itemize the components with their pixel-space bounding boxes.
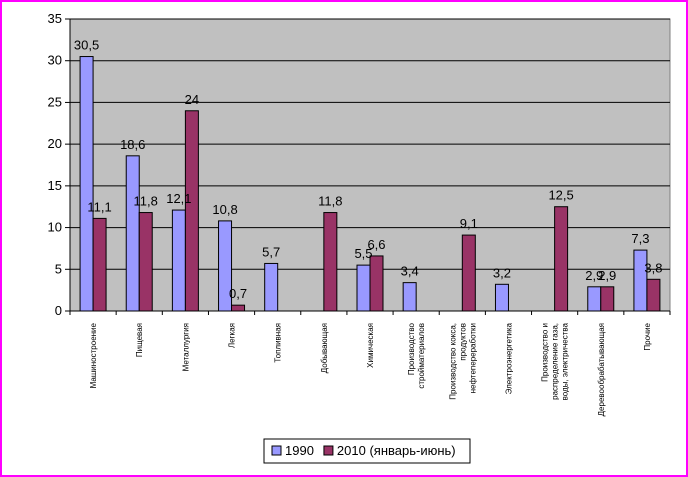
category-label: Производство стройматериалов — [407, 322, 426, 388]
data-labels: 30,5 18,6 12,1 10,8 5,7 5,5 3,4 3,2 2,9 7,3 11,1 11… — [74, 38, 663, 302]
category-label-line: Добывающая — [320, 323, 329, 373]
legend: 1990 2010 (январь-июнь) — [263, 438, 471, 464]
category-label-line: распределение газа, — [551, 323, 560, 400]
bar-series1 — [494, 283, 509, 312]
legend-entry: 1990 — [285, 443, 314, 458]
data-label: 2,9 — [585, 268, 603, 283]
category-label: Машиностроение — [89, 322, 98, 388]
category-label-line: продуктов — [458, 323, 467, 361]
bar-series2 — [92, 217, 107, 312]
y-tick-label: 0 — [55, 303, 62, 318]
bar-series2 — [231, 304, 246, 312]
y-tick-label: 30 — [48, 53, 62, 68]
category-label: Электроэнергетика — [504, 322, 513, 394]
data-label: 10,8 — [212, 202, 237, 217]
data-label: 2,9 — [598, 268, 616, 283]
bar-series2 — [554, 206, 569, 312]
category-label-line: стройматериалов — [417, 323, 426, 389]
category-label-line: Деревообрабатывающая — [597, 323, 606, 416]
data-label: 3,8 — [644, 260, 662, 275]
category-label: Топливная — [274, 323, 283, 363]
category-label-line: воды, электричества — [561, 322, 570, 400]
y-tick-labels: 0 5 10 15 20 25 30 35 — [48, 11, 62, 318]
data-label: 11,8 — [318, 194, 342, 209]
bar-series1 — [356, 264, 371, 312]
category-label: Легкая — [228, 323, 237, 348]
legend-box — [263, 438, 471, 464]
bar-series2 — [461, 234, 476, 312]
bar-series1 — [587, 286, 602, 312]
category-label-line: нефтепереработки — [468, 323, 477, 393]
bar-series1 — [79, 56, 94, 312]
data-label: 12,1 — [166, 191, 191, 206]
category-label-line: Легкая — [228, 323, 237, 348]
category-label: Деревообрабатывающая — [597, 323, 606, 416]
category-label: Металлургия — [181, 323, 190, 371]
data-label: 3,2 — [493, 265, 511, 280]
gridlines — [70, 18, 670, 270]
category-label-line: Производство и — [541, 323, 550, 382]
data-label: 7,3 — [631, 231, 649, 246]
bar-series2 — [646, 278, 661, 312]
data-label: 9,1 — [460, 216, 478, 231]
bar-series1 — [264, 262, 279, 312]
bar-series1 — [633, 249, 648, 312]
data-label: 11,1 — [87, 199, 111, 214]
category-label-line: Пищевая — [135, 323, 144, 357]
bars — [79, 56, 661, 312]
data-label: 24 — [185, 92, 199, 107]
bar-series2 — [323, 212, 338, 312]
bar-series1 — [402, 282, 417, 312]
category-label: Пищевая — [135, 323, 144, 357]
data-label: 30,5 — [74, 38, 99, 53]
category-label-line: Металлургия — [181, 323, 190, 371]
data-label: 5,7 — [262, 244, 280, 259]
bar-series2 — [600, 286, 615, 312]
data-label: 0,7 — [229, 286, 247, 301]
data-label: 11,8 — [134, 194, 158, 209]
data-label: 6,6 — [367, 237, 385, 252]
y-tick-label: 35 — [48, 11, 62, 26]
bar-series1 — [125, 155, 140, 312]
bar-series2 — [369, 255, 384, 312]
legend-swatch — [323, 445, 334, 456]
category-label-line: Машиностроение — [89, 322, 98, 388]
legend-entry: 2010 (январь-июнь) — [337, 443, 456, 458]
y-tick-label: 10 — [48, 220, 62, 235]
category-label: Производство и распределение газа, воды, э… — [541, 322, 570, 400]
category-label: Добывающая — [320, 323, 329, 373]
category-label: Прочие — [643, 322, 652, 350]
category-label-line: Топливная — [274, 323, 283, 363]
bar-series2 — [138, 212, 153, 312]
category-labels: Машиностроение Пищевая Металлургия Легкая То… — [89, 322, 652, 416]
legend-swatch — [271, 445, 282, 456]
data-label: 3,4 — [401, 264, 419, 279]
axes — [65, 18, 671, 315]
category-label: Химическая — [366, 323, 375, 368]
bar-series1 — [171, 209, 186, 312]
bar-series2 — [184, 110, 199, 312]
category-label-line: Химическая — [366, 323, 375, 368]
data-label: 5,5 — [354, 246, 372, 261]
category-label-line: Производство — [407, 322, 416, 375]
category-label-line: Производство кокса, — [448, 323, 457, 400]
y-tick-label: 5 — [55, 261, 62, 276]
y-tick-label: 25 — [48, 94, 62, 109]
category-label: Производство кокса, продуктов нефтеперераб… — [448, 323, 477, 400]
data-label: 18,6 — [120, 137, 145, 152]
category-label-line: Прочие — [643, 322, 652, 350]
data-label: 12,5 — [548, 188, 573, 203]
category-label-line: Электроэнергетика — [504, 322, 513, 394]
y-tick-label: 15 — [48, 178, 62, 193]
y-tick-label: 20 — [48, 136, 62, 151]
